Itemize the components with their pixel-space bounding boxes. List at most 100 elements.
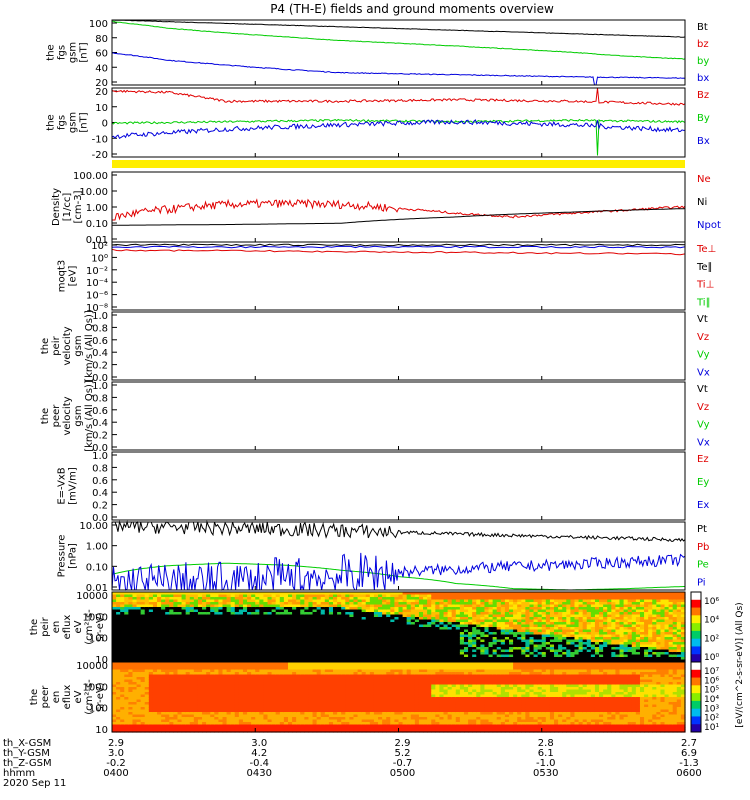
spectrogram-cell <box>308 647 314 651</box>
spectrogram-cell <box>112 709 117 713</box>
spectrogram-cell <box>148 714 154 718</box>
spectrogram-cell <box>525 629 531 633</box>
spectrogram-cell <box>431 592 436 596</box>
spectrogram-cell <box>242 652 248 656</box>
spectrogram-cell <box>210 719 215 723</box>
spectrogram-cell <box>402 607 408 611</box>
spectrogram-cell <box>177 684 183 688</box>
spectrogram-cell <box>177 639 183 643</box>
spectrogram-cell <box>308 597 314 601</box>
spectrogram-cell <box>222 709 228 713</box>
spectrogram-cell <box>619 634 625 638</box>
spectrogram-cell <box>414 604 420 608</box>
spectrogram-cell <box>132 724 138 728</box>
spectrogram-cell <box>652 617 657 621</box>
spectrogram-cell <box>120 644 125 648</box>
spectrogram-cell <box>582 642 588 646</box>
spectrogram-cell <box>283 624 289 628</box>
spectrogram-cell <box>177 687 183 691</box>
spectrogram-cell <box>185 719 191 723</box>
spectrogram-cell <box>320 644 326 648</box>
spectrogram-cell <box>152 714 158 718</box>
spectrogram-cell <box>386 604 391 608</box>
spectrogram-cell <box>545 634 551 638</box>
spectrogram-cell <box>472 659 477 663</box>
spectrogram-cell <box>116 667 121 671</box>
spectrogram-cell <box>202 639 207 643</box>
spectrogram-cell <box>144 624 150 628</box>
legend-entry: Ey <box>697 477 709 488</box>
spectrogram-cell <box>607 627 612 631</box>
spectrogram-cell <box>472 602 477 606</box>
spectrogram-cell <box>627 592 633 596</box>
spectrogram-cell <box>255 622 260 626</box>
spectrogram-cell <box>680 629 686 633</box>
ytick-label: 10 <box>95 725 108 736</box>
spectrogram-cell <box>545 637 551 641</box>
spectrogram-cell <box>140 602 146 606</box>
spectrogram-cell <box>287 619 293 623</box>
spectrogram-cell <box>173 689 179 693</box>
spectrogram-cell <box>120 617 125 621</box>
spectrogram-cell <box>341 647 346 651</box>
spectrogram-cell <box>116 654 121 658</box>
spectrogram-cell <box>140 722 146 726</box>
spectrogram-cell <box>459 629 465 633</box>
spectrogram-cell <box>382 654 387 658</box>
spectrogram-cell <box>296 614 301 618</box>
spectrogram-cell <box>226 672 232 676</box>
spectrogram-cell <box>140 664 146 668</box>
spectrogram-cell <box>590 627 596 631</box>
spectrogram-cell <box>545 632 551 636</box>
spectrogram-cell <box>230 602 236 606</box>
spectrogram-cell <box>337 639 342 643</box>
spectrogram-cell <box>554 617 559 621</box>
spectrogram-cell <box>484 639 490 643</box>
spectrogram-cell <box>463 629 469 633</box>
spectrogram-cell <box>287 624 293 628</box>
spectrogram-cell <box>124 604 129 608</box>
spectrogram-cell <box>373 602 379 606</box>
spectrogram-cell <box>157 729 162 733</box>
spectrogram-cell <box>468 612 473 616</box>
spectrogram-cell <box>627 594 633 598</box>
spectrogram-cell <box>185 602 191 606</box>
spectrogram-cell <box>251 592 256 596</box>
spectrogram-cell <box>484 622 490 626</box>
spectrogram-cell <box>328 624 334 628</box>
spectrogram-cell <box>513 632 518 636</box>
legend-entry: Vy <box>697 350 710 361</box>
spectrogram-cell <box>578 659 584 663</box>
spectrogram-cell <box>300 632 305 636</box>
spectrogram-cell <box>541 637 547 641</box>
spectrogram-cell <box>635 592 641 596</box>
spectrogram-cell <box>218 612 224 616</box>
spectrogram-cell <box>578 607 584 611</box>
spectrogram-cell <box>676 612 682 616</box>
spectrogram-cell <box>214 699 220 703</box>
spectrogram-cell <box>140 659 146 663</box>
spectrogram-cell <box>120 652 125 656</box>
spectrogram-cell <box>247 637 252 641</box>
spectrogram-cell <box>333 617 338 621</box>
spectrogram-cell <box>648 612 653 616</box>
spectrogram-cell <box>615 609 621 613</box>
spectrogram-cell <box>529 597 535 601</box>
spectrogram-cell <box>398 654 404 658</box>
spectrogram-cell <box>271 627 277 631</box>
spectrogram-cell <box>361 657 367 661</box>
spectrogram-cell <box>267 652 273 656</box>
spectrogram-cell <box>676 619 682 623</box>
spectrogram-cell <box>369 644 375 648</box>
spectrogram-cell <box>161 699 166 703</box>
spectrogram-cell <box>226 662 232 666</box>
spectrogram-cell <box>586 629 592 633</box>
spectrogram-cell <box>562 612 567 616</box>
spectrogram-cell <box>660 597 666 601</box>
spectrogram-cell <box>152 639 158 643</box>
spectrogram-cell <box>181 729 187 733</box>
spectrogram-cell <box>509 599 514 603</box>
spectrogram-cell <box>349 622 355 626</box>
spectrogram-cell <box>349 629 355 633</box>
spectrogram-cell <box>197 599 203 603</box>
